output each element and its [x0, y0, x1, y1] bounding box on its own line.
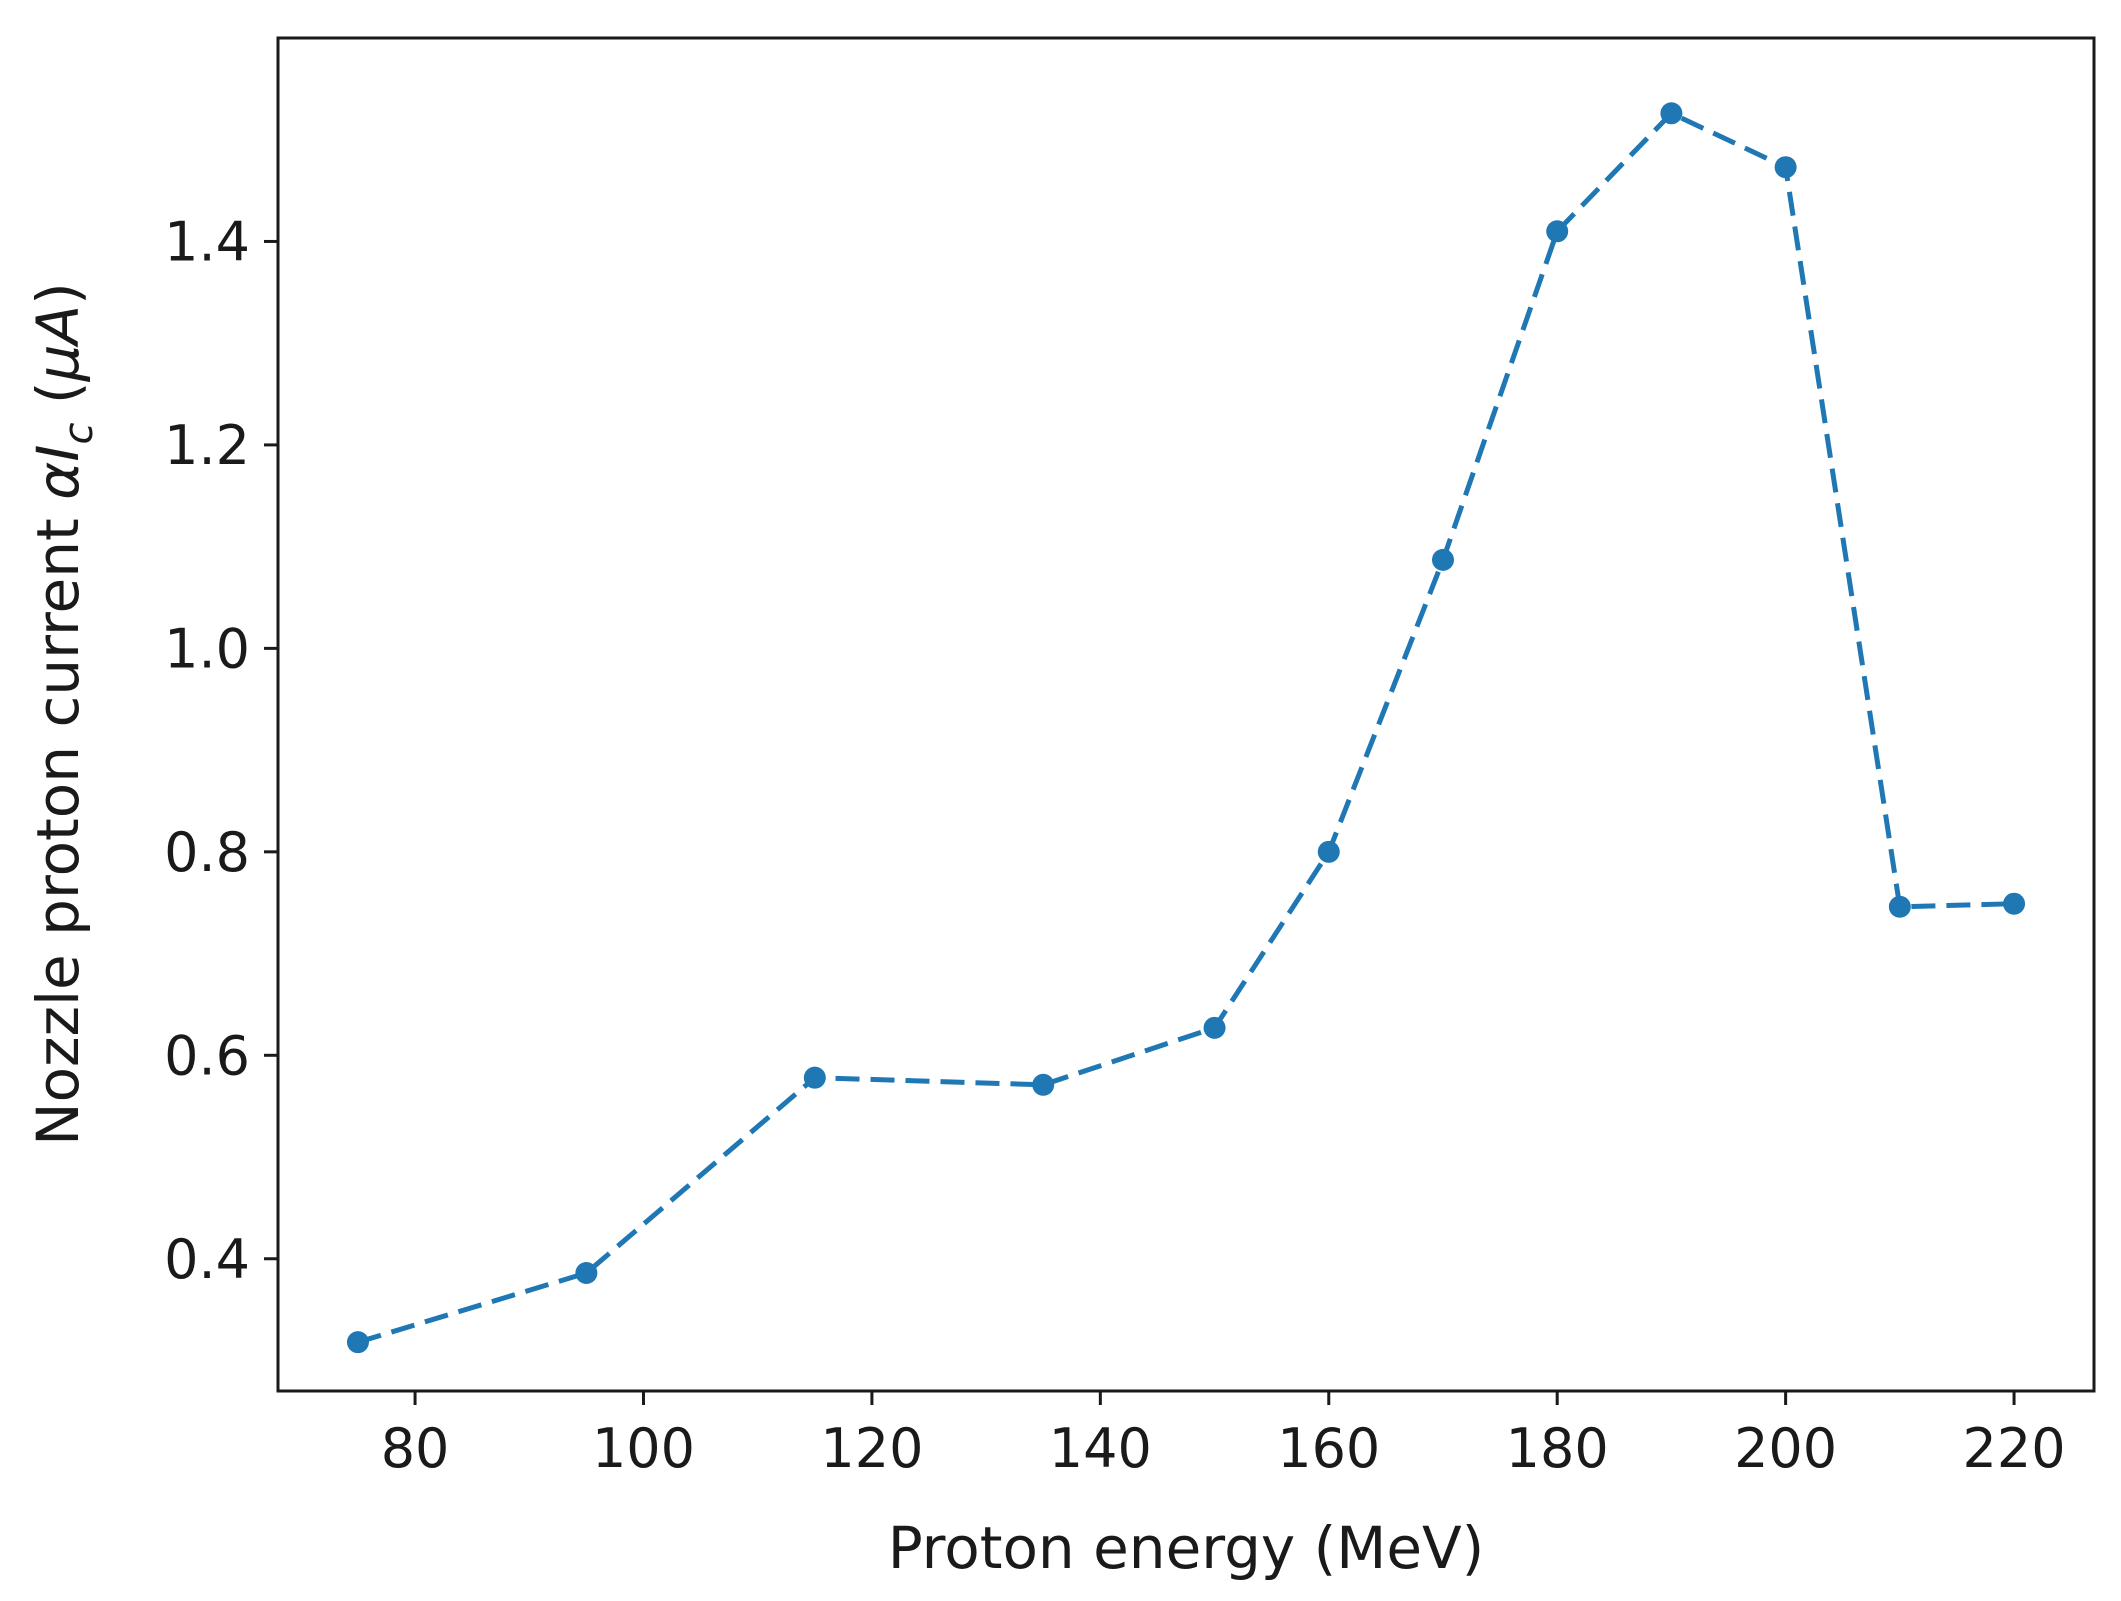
x-tick-label: 200	[1734, 1417, 1837, 1480]
series-line	[357, 110, 2015, 1345]
plot-frame	[276, 36, 2096, 1393]
y-axis-title: Nozzle proton current αIc (μA)	[24, 282, 102, 1146]
x-tick-label: 120	[820, 1417, 923, 1480]
data-point	[346, 1331, 369, 1354]
data-point	[2003, 892, 2026, 915]
data-point	[1032, 1073, 1055, 1096]
data-point	[1431, 548, 1454, 571]
x-tick-label: 220	[1963, 1417, 2066, 1480]
x-tick-label: 140	[1049, 1417, 1152, 1480]
data-point	[1203, 1016, 1226, 1039]
x-axis-title: Proton energy (MeV)	[888, 1514, 1485, 1582]
y-tick-label: 1.2	[164, 414, 250, 477]
y-tick-label: 1.0	[164, 617, 250, 680]
series-layer	[346, 102, 2026, 1354]
y-tick-label: 0.6	[164, 1024, 250, 1087]
x-tick-label: 100	[592, 1417, 695, 1480]
data-point	[1888, 895, 1911, 918]
data-point	[1317, 840, 1340, 863]
y-tick-label: 0.4	[164, 1228, 250, 1291]
data-point	[1774, 156, 1797, 179]
x-tick-label: 180	[1506, 1417, 1609, 1480]
ticks: 80 100 120 140 160 180 200 220 0.4 0.6 0.8 1.0 1.2 1.…	[164, 210, 2065, 1480]
data-point	[1546, 220, 1569, 243]
x-tick-label: 160	[1277, 1417, 1380, 1480]
data-point	[803, 1066, 826, 1089]
y-tick-label: 1.4	[164, 210, 250, 273]
data-point	[1660, 102, 1683, 125]
x-tick-label: 80	[381, 1417, 450, 1480]
y-tick-label: 0.8	[164, 821, 250, 884]
data-point	[575, 1261, 598, 1284]
